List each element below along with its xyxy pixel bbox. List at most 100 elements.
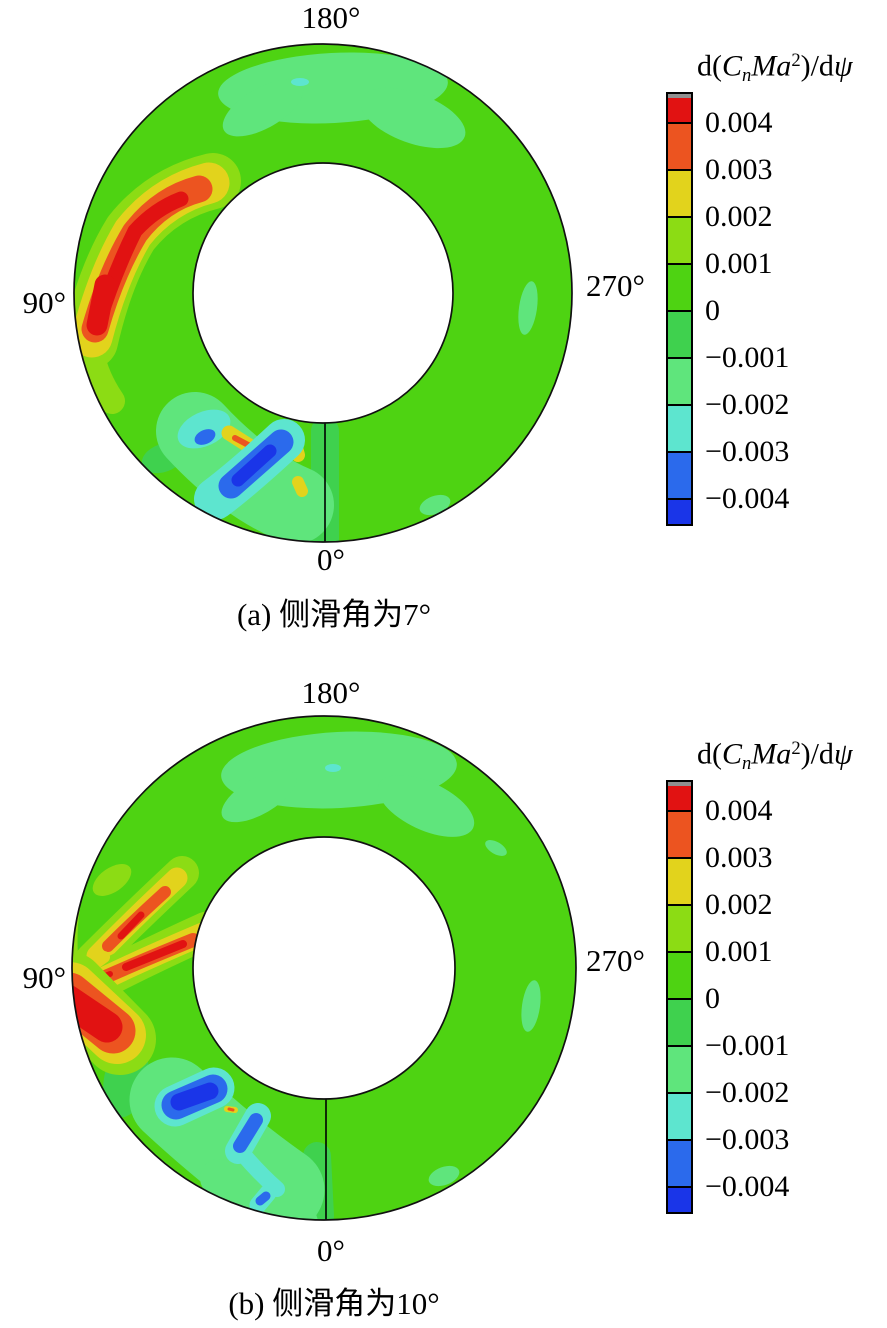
- colorbar-title-b: d(CnMa2)/dψ: [697, 732, 853, 781]
- colorbar-segment: [668, 1046, 691, 1093]
- contour-region: [419, 494, 451, 516]
- colorbar-divider: [668, 1044, 691, 1048]
- colorbar-tick-label: −0.003: [705, 1123, 790, 1156]
- angle-label-0-a: 0°: [317, 542, 345, 577]
- outer-circle: [73, 43, 573, 543]
- angle-label-270-b: 270°: [586, 943, 645, 978]
- contour-region: [222, 79, 304, 137]
- colorbar-tick-label: 0.001: [705, 935, 773, 968]
- contour-region: [221, 769, 297, 823]
- title-close: )/d: [800, 49, 834, 83]
- contour-region: [233, 1113, 263, 1153]
- colorbar-tick-label: −0.001: [705, 341, 790, 374]
- contour-region: [377, 775, 475, 837]
- colorbar-divider: [668, 1185, 691, 1189]
- colorbar-segment: [668, 1140, 691, 1187]
- colorbar-labels-a: 0.004 0.003 0.002 0.001 0 −0.001 −0.002 −0.003 −…: [705, 92, 825, 522]
- colorbar-divider: [668, 356, 691, 360]
- colorbar-cap: [668, 94, 691, 98]
- colorbar-segment: [668, 452, 691, 499]
- contour-region: [72, 899, 80, 983]
- title-d-open: d(: [697, 49, 722, 83]
- colorbar-divider: [668, 903, 691, 907]
- title-Ma: Ma: [751, 49, 792, 83]
- colorbar-segment: [668, 170, 691, 217]
- colorbar-b: [666, 780, 693, 1214]
- inner-circle: [192, 836, 456, 1100]
- colorbar-divider: [668, 997, 691, 1001]
- angle-label-180-a: 180°: [301, 0, 361, 35]
- colorbar-segment: [668, 123, 691, 170]
- contour-region: [325, 764, 341, 772]
- contour-region: [428, 1165, 460, 1187]
- contour-region: [92, 864, 132, 896]
- contour-plot-a: [73, 43, 573, 543]
- colorbar-a: [666, 92, 693, 526]
- title-psi: ψ: [833, 49, 853, 83]
- colorbar-tick-label: 0.004: [705, 794, 773, 827]
- contour-region: [360, 87, 466, 149]
- colorbar-tick-label: −0.004: [705, 482, 790, 515]
- colorbar-segment: [668, 358, 691, 405]
- colorbar-tick-label: −0.002: [705, 1076, 790, 1109]
- outer-circle: [71, 715, 577, 1221]
- angle-label-90-b: 90°: [22, 960, 66, 995]
- title-close: )/d: [800, 737, 834, 771]
- colorbar-tick-label: 0.002: [705, 888, 773, 921]
- colorbar-divider: [668, 497, 691, 501]
- contour-region: [292, 476, 308, 497]
- contour-region: [255, 1191, 271, 1206]
- caption-b: (b) 侧滑角为10°: [228, 1286, 440, 1321]
- contour-region: [117, 911, 145, 940]
- title-psi: ψ: [833, 737, 853, 771]
- title-sub-n: n: [742, 64, 752, 86]
- colorbar-tick-label: −0.004: [705, 1170, 790, 1203]
- contour-region: [518, 281, 538, 335]
- colorbar-cap: [668, 782, 691, 786]
- colorbar-segment: [668, 905, 691, 952]
- colorbar-divider: [668, 950, 691, 954]
- contour-region: [194, 429, 216, 445]
- angle-label-270-a: 270°: [586, 268, 645, 303]
- title-Ma: Ma: [751, 737, 792, 771]
- colorbar-tick-label: 0.003: [705, 841, 773, 874]
- colorbar-divider: [668, 168, 691, 172]
- colorbar-divider: [668, 121, 691, 125]
- colorbar-segment: [668, 264, 691, 311]
- colorbar-divider: [668, 309, 691, 313]
- colorbar-segment: [668, 999, 691, 1046]
- colorbar-segment: [668, 217, 691, 264]
- contour-region: [291, 78, 309, 86]
- caption-a: (a) 侧滑角为7°: [236, 597, 432, 632]
- colorbar-segment: [668, 1093, 691, 1140]
- colorbar-segment: [668, 786, 691, 811]
- contour-region: [86, 274, 116, 336]
- title-sup-2: 2: [791, 738, 801, 759]
- contour-region: [122, 940, 187, 971]
- angle-label-90-a: 90°: [22, 285, 66, 320]
- colorbar-tick-label: 0.001: [705, 247, 773, 280]
- title-d-open: d(: [697, 737, 722, 771]
- colorbar-divider: [668, 1138, 691, 1142]
- contour-region: [231, 444, 277, 487]
- colorbar-title-a: d(CnMa2)/dψ: [697, 44, 853, 93]
- colorbar-divider: [668, 215, 691, 219]
- colorbar-divider: [668, 450, 691, 454]
- contour-region: [521, 980, 541, 1032]
- colorbar-divider: [668, 809, 691, 813]
- contour-plot-b: [71, 715, 577, 1221]
- title-sub-n: n: [742, 752, 752, 774]
- title-C: C: [722, 737, 743, 771]
- colorbar-segment: [668, 811, 691, 858]
- colorbar-segment: [668, 952, 691, 999]
- title-C: C: [722, 49, 743, 83]
- contour-region: [177, 409, 231, 449]
- colorbar-segment: [668, 499, 691, 524]
- colorbar-labels-b: 0.004 0.003 0.002 0.001 0 −0.001 −0.002 −0.003 −…: [705, 780, 825, 1210]
- contour-region: [227, 1107, 235, 1112]
- colorbar-divider: [668, 856, 691, 860]
- colorbar-divider: [668, 403, 691, 407]
- colorbar-segment: [668, 98, 691, 123]
- colorbar-tick-label: 0.003: [705, 153, 773, 186]
- colorbar-segment: [668, 1187, 691, 1212]
